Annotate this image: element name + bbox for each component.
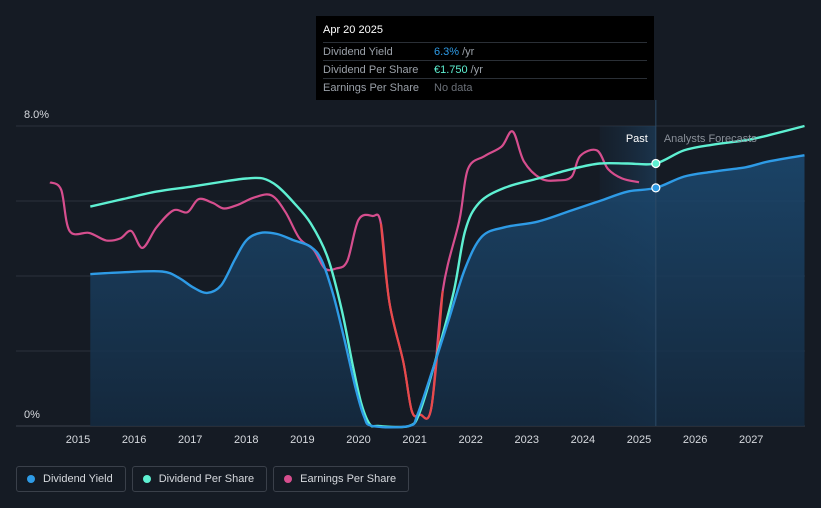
legend-dividend-per-share[interactable]: Dividend Per Share bbox=[131, 466, 268, 492]
x-tick-label: 2022 bbox=[458, 434, 482, 446]
legend-label: Earnings Per Share bbox=[300, 473, 397, 485]
dividend-yield-marker bbox=[651, 183, 661, 193]
x-tick-label: 2015 bbox=[66, 434, 90, 446]
x-tick-label: 2020 bbox=[346, 434, 370, 446]
tooltip-value: €1.750 bbox=[434, 63, 468, 76]
legend-dot-icon bbox=[284, 475, 293, 483]
series-lines bbox=[49, 124, 805, 429]
tooltip-unit: /yr bbox=[470, 63, 483, 76]
hover-tooltip: Apr 20 2025 Dividend Yield 6.3% /yr Divi… bbox=[316, 16, 654, 100]
x-tick-label: 2018 bbox=[234, 434, 258, 446]
x-tick-label: 2027 bbox=[739, 434, 763, 446]
earnings-per-share-line bbox=[49, 130, 640, 420]
earnings-per-share-negative-segment bbox=[379, 223, 444, 420]
tooltip-row-dividend-per-share: Dividend Per Share €1.750 /yr bbox=[323, 60, 647, 78]
x-tick-label: 2026 bbox=[683, 434, 707, 446]
dividend-yield-line bbox=[90, 154, 805, 429]
legend-dot-icon bbox=[142, 475, 151, 483]
tooltip-unit: /yr bbox=[462, 45, 475, 58]
x-tick-label: 2023 bbox=[515, 434, 539, 446]
x-axis-ticks: 2015 2016 2017 2018 2019 2020 2021 2022 2023 2024… bbox=[66, 434, 764, 446]
past-label: Past bbox=[626, 133, 648, 145]
hover-markers bbox=[651, 158, 661, 193]
y-tick-label: 0% bbox=[24, 409, 40, 421]
legend-dot-icon bbox=[27, 475, 35, 483]
x-tick-label: 2017 bbox=[178, 434, 202, 446]
legend-dividend-yield[interactable]: Dividend Yield bbox=[16, 466, 126, 492]
tooltip-label: Dividend Per Share bbox=[323, 63, 419, 76]
x-tick-label: 2019 bbox=[290, 434, 314, 446]
tooltip-value: 6.3% bbox=[434, 45, 460, 58]
x-tick-label: 2021 bbox=[402, 434, 426, 446]
dividend-yield-area bbox=[90, 155, 805, 428]
forecast-label: Analysts Forecasts bbox=[664, 133, 757, 145]
tooltip-label: Dividend Yield bbox=[323, 45, 393, 58]
tooltip-value: No data bbox=[434, 81, 473, 94]
y-axis-ticks: 8.0% 0% bbox=[24, 109, 49, 421]
legend-earnings-per-share[interactable]: Earnings Per Share bbox=[273, 466, 410, 492]
tooltip-date: Apr 20 2025 bbox=[323, 24, 383, 36]
tooltip-row-dividend-yield: Dividend Yield 6.3% /yr bbox=[323, 42, 647, 60]
x-tick-label: 2024 bbox=[571, 434, 595, 446]
legend-label: Dividend Yield bbox=[43, 473, 113, 485]
tooltip-row-earnings-per-share: Earnings Per Share No data bbox=[323, 78, 647, 96]
y-tick-label: 8.0% bbox=[24, 109, 49, 121]
legend: Dividend Yield Dividend Per Share Earnin… bbox=[16, 466, 410, 492]
tooltip-label: Earnings Per Share bbox=[323, 81, 419, 94]
dividend-per-share-marker bbox=[651, 158, 661, 169]
area-layer bbox=[90, 155, 805, 428]
x-tick-label: 2016 bbox=[122, 434, 146, 446]
x-tick-label: 2025 bbox=[627, 434, 651, 446]
legend-label: Dividend Per Share bbox=[158, 473, 255, 485]
